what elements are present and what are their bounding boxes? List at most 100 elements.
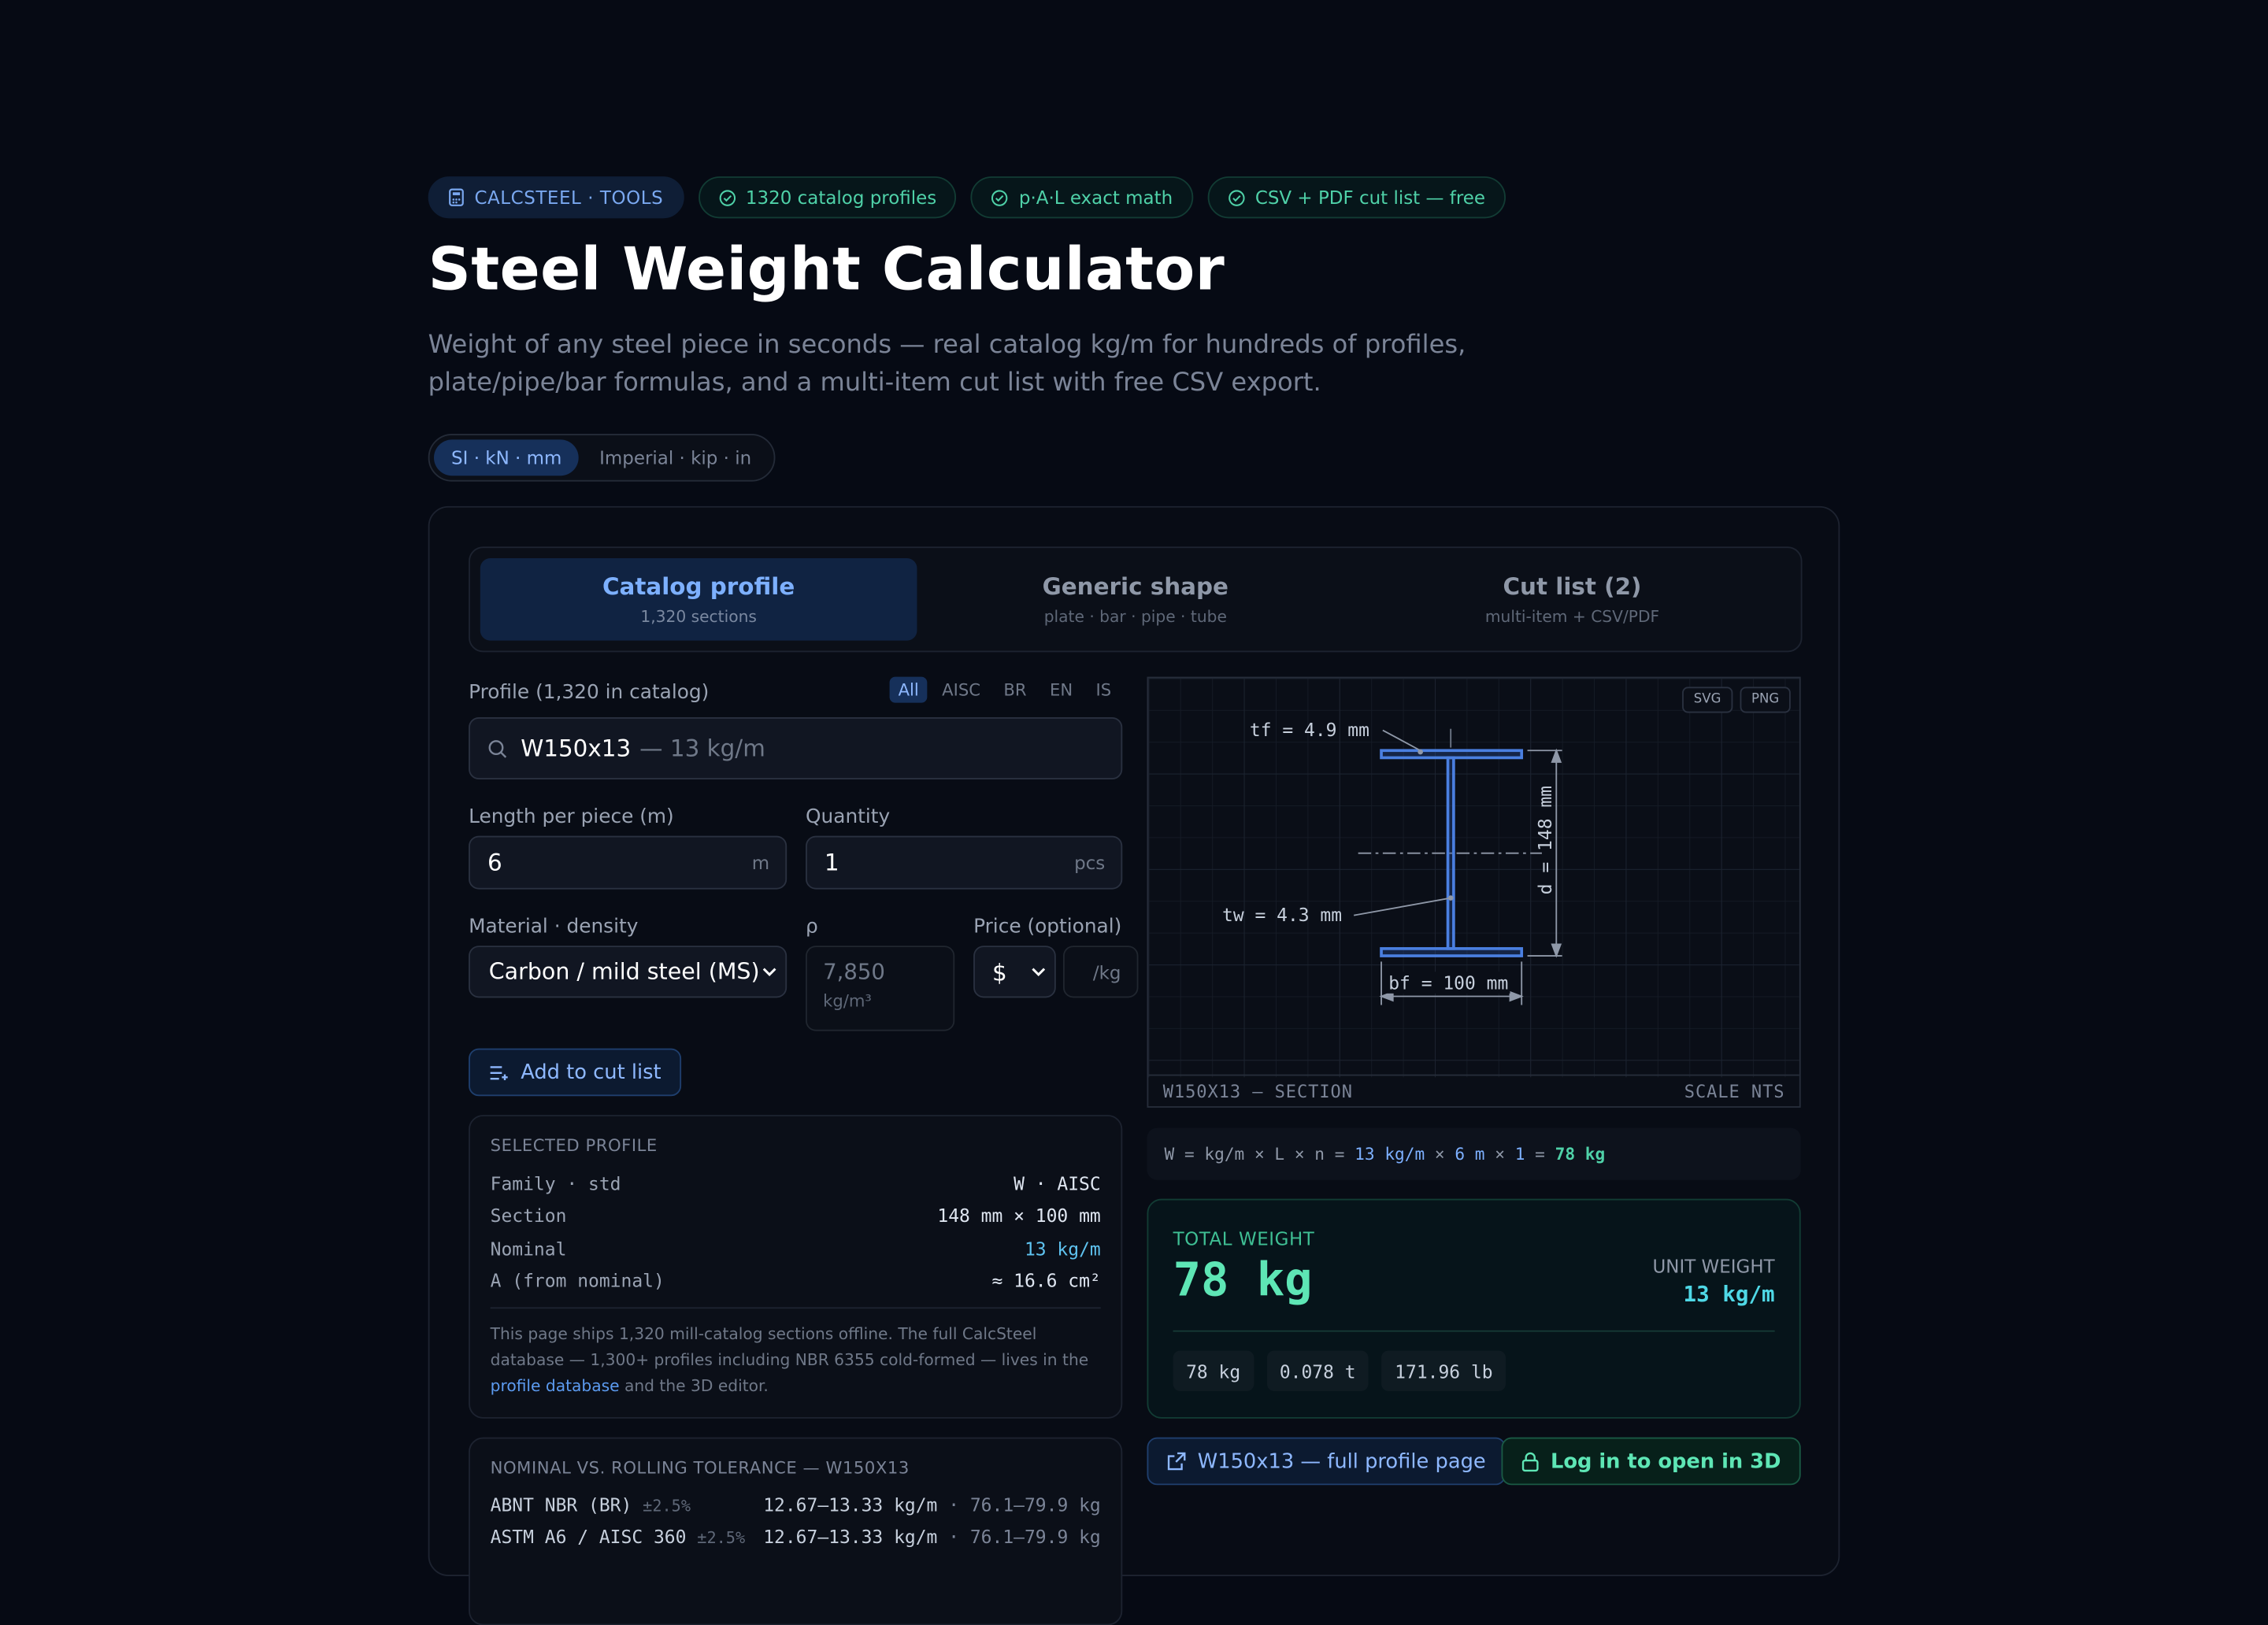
unit-system-toggle: SI · kN · mm Imperial · kip · in: [428, 434, 775, 482]
spec-row: Family · std W · AISC: [491, 1167, 1101, 1199]
check-circle-icon: [1228, 189, 1245, 205]
formula-length: 6 m: [1455, 1143, 1485, 1164]
page: CALCSTEEL · TOOLS 1320 catalog profiles …: [428, 176, 1840, 1625]
currency-select[interactable]: $: [973, 946, 1056, 998]
badge-export: CSV + PDF cut list — free: [1207, 176, 1506, 219]
leader-dot: [1447, 895, 1454, 901]
length-value: 6: [487, 849, 502, 877]
price-unit: /kg: [1092, 961, 1121, 983]
drawing-scale: SCALE NTS: [1684, 1080, 1785, 1101]
profile-label: Profile (1,320 in catalog): [469, 681, 710, 705]
length-unit: m: [751, 851, 770, 874]
tab-sublabel: plate · bar · pipe · tube: [1043, 607, 1227, 627]
section-svg: [1148, 678, 1799, 1078]
export-png-button[interactable]: PNG: [1740, 687, 1791, 713]
formula-op: =: [1525, 1143, 1555, 1164]
spec-key: A (from nominal): [490, 1270, 665, 1292]
quantity-unit: pcs: [1074, 851, 1106, 874]
spec-row: Section 148 mm × 100 mm: [491, 1200, 1101, 1232]
i-beam-shape: [1380, 749, 1524, 957]
selected-profile-panel: SELECTED PROFILE Family · std W · AISC Se…: [469, 1115, 1123, 1419]
price-input[interactable]: /kg: [1062, 946, 1139, 998]
filter-br[interactable]: BR: [1003, 679, 1027, 700]
add-to-cut-list-button[interactable]: Add to cut list: [469, 1048, 682, 1097]
tw-dimension-label: tw = 4.3 mm: [1222, 903, 1343, 926]
tab-label: Generic shape: [1042, 572, 1228, 601]
full-profile-page-link[interactable]: W150x13 — full profile page: [1147, 1437, 1506, 1486]
length-input[interactable]: 6 m: [469, 835, 788, 890]
spec-row: Nominal 13 kg/m: [491, 1232, 1101, 1264]
unit-weight-label: UNIT WEIGHT: [1652, 1255, 1775, 1277]
density-input[interactable]: 7,850 kg/m³: [806, 946, 955, 1031]
quantity-value: 1: [824, 849, 839, 877]
header-badges: CALCSTEEL · TOOLS 1320 catalog profiles …: [428, 176, 1506, 219]
material-select[interactable]: Carbon / mild steel (MS): [469, 946, 788, 998]
unit-weight-value: 13 kg/m: [1683, 1281, 1775, 1308]
quantity-input[interactable]: 1 pcs: [806, 835, 1123, 890]
catalog-note: This page ships 1,320 mill-catalog secti…: [490, 1307, 1101, 1400]
formula-kgm: 13 kg/m: [1354, 1143, 1425, 1164]
export-svg-button[interactable]: SVG: [1682, 687, 1733, 713]
quantity-label: Quantity: [806, 805, 891, 829]
spec-value: ≈ 16.6 cm²: [991, 1270, 1101, 1292]
bf-dimension-label: bf = 100 mm: [1387, 972, 1510, 994]
total-weight-value: 78 kg: [1173, 1252, 1313, 1308]
weight-formula: W = kg/m × L × n = 13 kg/m × 6 m × 1 = 7…: [1147, 1127, 1801, 1180]
badge-math: p·A·L exact math: [971, 176, 1193, 219]
profile-value: W150x13: [521, 735, 632, 762]
spec-value: 13 kg/m: [1024, 1237, 1101, 1260]
mode-tabs: Catalog profile 1,320 sections Generic s…: [469, 546, 1803, 653]
calculator-icon: [449, 188, 464, 206]
density-unit: kg/m³: [823, 990, 872, 1011]
length-label: Length per piece (m): [469, 805, 674, 829]
tolerance-row: ABNT NBR (BR) ±2.5% 12.67–13.33 kg/m · 7…: [491, 1488, 1101, 1520]
tolerance-kg: · 76.1–79.9 kg: [948, 1524, 1101, 1547]
price-label: Price (optional): [973, 915, 1122, 939]
tab-sublabel: multi-item + CSV/PDF: [1484, 607, 1660, 627]
density-value: 7,850: [823, 958, 885, 985]
total-weight-label: TOTAL WEIGHT: [1173, 1227, 1315, 1249]
unit-imperial-option[interactable]: Imperial · kip · in: [599, 446, 752, 469]
unit-si-option[interactable]: SI · kN · mm: [434, 439, 580, 476]
weight-lb-chip: 171.96 lb: [1381, 1350, 1506, 1391]
filter-aisc[interactable]: AISC: [942, 679, 981, 700]
badge-label: p·A·L exact math: [1018, 186, 1173, 209]
calculator-card: Catalog profile 1,320 sections Generic s…: [428, 505, 1840, 1625]
material-label: Material · density: [469, 915, 639, 939]
profile-hint: — 13 kg/m: [639, 735, 765, 762]
filter-en[interactable]: EN: [1049, 679, 1073, 700]
divider: [1173, 1330, 1775, 1332]
open-3d-label: Log in to open in 3D: [1550, 1449, 1781, 1473]
page-subtitle: Weight of any steel piece in seconds — r…: [428, 331, 1466, 398]
profile-page-label: W150x13 — full profile page: [1197, 1449, 1486, 1473]
spec-key: Section: [490, 1205, 567, 1227]
badge-label: 1320 catalog profiles: [745, 186, 937, 209]
weight-t-chip: 0.078 t: [1266, 1350, 1369, 1391]
filter-is[interactable]: IS: [1095, 679, 1112, 700]
profile-search-input[interactable]: W150x13 — 13 kg/m: [469, 717, 1123, 779]
brand-pill[interactable]: CALCSTEEL · TOOLS: [428, 176, 684, 219]
tab-catalog-profile[interactable]: Catalog profile 1,320 sections: [480, 557, 917, 641]
material-value: Carbon / mild steel (MS): [488, 958, 760, 985]
profile-database-link[interactable]: profile database: [490, 1376, 620, 1396]
check-circle-icon: [718, 189, 736, 205]
open-in-3d-button[interactable]: Log in to open in 3D: [1501, 1437, 1802, 1486]
tolerance-standard: ABNT NBR (BR): [490, 1493, 632, 1515]
drawing-footer: W150X13 — SECTION SCALE NTS: [1148, 1074, 1799, 1106]
formula-op: ×: [1425, 1143, 1455, 1164]
badge-label: CSV + PDF cut list — free: [1254, 186, 1486, 209]
check-circle-icon: [991, 189, 1009, 205]
tab-label: Catalog profile: [602, 572, 795, 601]
tab-label: Cut list (2): [1503, 572, 1642, 601]
selected-heading: SELECTED PROFILE: [490, 1135, 658, 1156]
note-text-end: and the 3D editor.: [619, 1376, 769, 1396]
search-icon: [488, 739, 507, 757]
export-buttons: SVG PNG: [1682, 687, 1791, 713]
leader-dot: [1418, 749, 1423, 755]
tab-generic-shape[interactable]: Generic shape plate · bar · pipe · tube: [917, 558, 1354, 641]
tab-cut-list[interactable]: Cut list (2) multi-item + CSV/PDF: [1354, 558, 1791, 641]
spec-key: Family · std: [490, 1172, 621, 1194]
filter-all[interactable]: All: [889, 676, 928, 703]
tolerance-kg: · 76.1–79.9 kg: [948, 1493, 1101, 1515]
chevron-down-icon: [1032, 968, 1046, 977]
